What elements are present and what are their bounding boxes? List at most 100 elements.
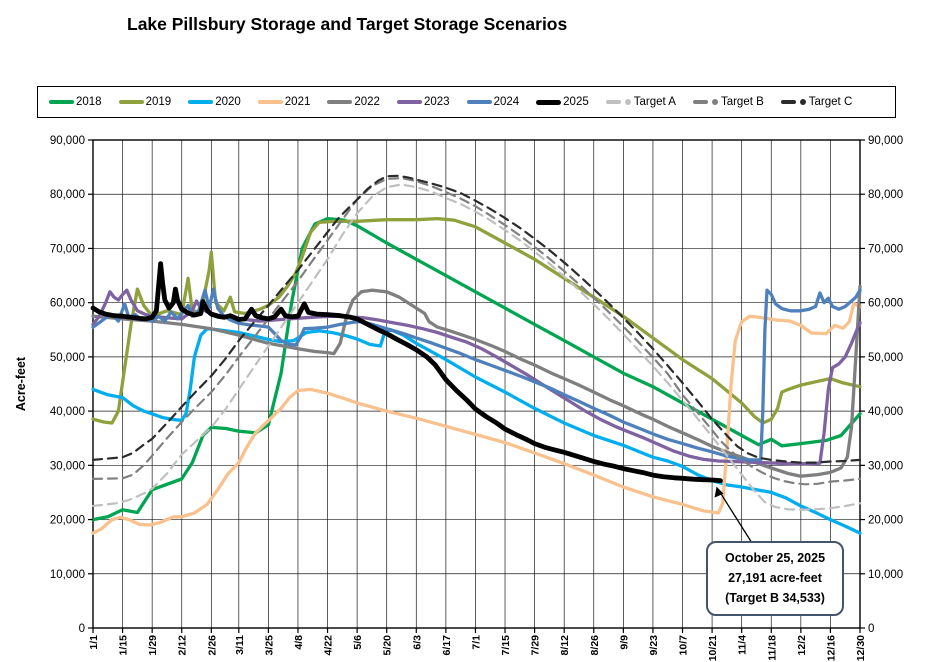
annotation-value: 27,191 acre-feet bbox=[728, 571, 822, 585]
legend-item-target-b: Target B bbox=[692, 96, 764, 108]
y-tick-label-right: 80,000 bbox=[868, 189, 903, 201]
x-tick-label: 10/21 bbox=[707, 635, 719, 661]
y-tick-label-left: 50,000 bbox=[50, 352, 85, 364]
legend-label: 2025 bbox=[563, 96, 589, 108]
x-tick-label: 7/1 bbox=[470, 635, 482, 650]
x-tick-label: 1/15 bbox=[118, 635, 130, 656]
legend-item-2022: 2022 bbox=[327, 96, 380, 108]
y-tick-label-right: 10,000 bbox=[868, 569, 903, 581]
y-tick-label-right: 60,000 bbox=[868, 298, 903, 310]
y-tick-label-right: 40,000 bbox=[868, 406, 903, 418]
annotation-target: (Target B 34,533) bbox=[725, 591, 825, 605]
y-tick-label-left: 70,000 bbox=[50, 243, 85, 255]
x-tick-label: 5/20 bbox=[382, 635, 394, 656]
legend-swatch-line bbox=[188, 100, 214, 104]
y-axis-title: Acre-feet bbox=[14, 356, 28, 411]
legend-item-2019: 2019 bbox=[118, 96, 172, 108]
legend-swatch-line bbox=[466, 100, 492, 104]
legend-item-target-c: Target C bbox=[780, 96, 852, 108]
x-tick-label: 12/2 bbox=[796, 635, 808, 656]
x-tick-label: 11/4 bbox=[737, 635, 749, 655]
y-tick-label-left: 80,000 bbox=[50, 189, 85, 201]
legend-label: 2020 bbox=[215, 96, 241, 108]
series-line-2022 bbox=[91, 284, 862, 478]
annotation-date: October 25, 2025 bbox=[724, 551, 826, 565]
x-tick-label: 12/16 bbox=[825, 635, 837, 661]
x-tick-label: 5/6 bbox=[352, 635, 364, 650]
legend-item-2020: 2020 bbox=[188, 96, 241, 108]
series-line-target-c bbox=[91, 174, 862, 464]
x-tick-label: 1/1 bbox=[88, 635, 100, 650]
legend-item-2018: 2018 bbox=[49, 96, 102, 108]
legend-swatch-line bbox=[257, 100, 283, 104]
x-tick-label: 4/22 bbox=[323, 635, 335, 656]
legend-label: 2022 bbox=[354, 96, 380, 108]
annotation-callout: October 25, 2025 27,191 acre-feet (Targe… bbox=[706, 541, 844, 616]
legend: 2018 2019 2020 2021 2022 2023 2024 2025 Target A… bbox=[37, 86, 896, 118]
x-tick-label: 9/9 bbox=[618, 635, 630, 650]
series-line-target-b bbox=[91, 176, 862, 486]
x-tick-label: 2/12 bbox=[177, 635, 189, 656]
legend-item-target-a: Target A bbox=[605, 96, 676, 108]
y-tick-label-left: 90,000 bbox=[50, 135, 85, 147]
series-line-target-a bbox=[91, 183, 862, 511]
x-tick-label: 8/12 bbox=[559, 635, 571, 656]
y-tick-label-right: 30,000 bbox=[868, 460, 903, 472]
x-tick-label: 11/18 bbox=[766, 635, 778, 661]
legend-swatch-dot bbox=[624, 99, 631, 105]
y-tick-label-left: 40,000 bbox=[50, 406, 85, 418]
legend-swatch-line bbox=[49, 100, 74, 104]
legend-label: 2018 bbox=[76, 96, 102, 108]
legend-swatch-line bbox=[396, 100, 422, 104]
legend-item-2023: 2023 bbox=[396, 96, 450, 108]
x-tick-label: 6/17 bbox=[441, 635, 453, 656]
x-tick-label: 4/8 bbox=[293, 635, 305, 650]
x-tick-label: 6/3 bbox=[411, 635, 423, 650]
x-tick-label: 8/26 bbox=[589, 635, 601, 656]
x-tick-label: 10/7 bbox=[678, 635, 690, 656]
series-line-2018 bbox=[91, 216, 862, 522]
annotation-arrow bbox=[718, 491, 753, 544]
legend-swatch-dash bbox=[780, 100, 796, 104]
legend-swatch-dot bbox=[711, 99, 718, 105]
legend-swatch-line bbox=[536, 99, 562, 105]
legend-item-2025: 2025 bbox=[536, 96, 589, 108]
legend-swatch-dash bbox=[605, 100, 621, 104]
x-tick-label: 7/29 bbox=[530, 635, 542, 656]
legend-swatch-dash bbox=[692, 100, 708, 104]
x-tick-label: 3/11 bbox=[234, 635, 246, 655]
annotation-arrowhead bbox=[714, 486, 724, 498]
x-tick-label: 12/30 bbox=[855, 635, 867, 661]
y-tick-label-left: 20,000 bbox=[50, 515, 85, 527]
legend-item-2024: 2024 bbox=[466, 96, 520, 108]
chart-title: Lake Pillsbury Storage and Target Storag… bbox=[127, 14, 568, 34]
y-tick-label-right: 70,000 bbox=[868, 243, 903, 255]
y-tick-label-right: 0 bbox=[868, 623, 874, 635]
y-tick-label-right: 20,000 bbox=[868, 515, 903, 527]
series-line-2025 bbox=[90, 261, 723, 483]
plot-border bbox=[92, 139, 861, 629]
legend-swatch-line bbox=[327, 100, 353, 104]
y-tick-label-right: 50,000 bbox=[868, 352, 903, 364]
y-tick-label-left: 30,000 bbox=[50, 460, 85, 472]
y-tick-label-left: 60,000 bbox=[50, 298, 85, 310]
legend-label: 2019 bbox=[145, 96, 172, 108]
legend-swatch-dot bbox=[799, 99, 806, 105]
legend-item-2021: 2021 bbox=[257, 96, 311, 108]
legend-label: Target A bbox=[633, 96, 676, 108]
legend-label: 2023 bbox=[423, 96, 450, 108]
series-line-2024 bbox=[91, 287, 862, 462]
x-tick-label: 2/26 bbox=[206, 635, 218, 656]
series-line-2021 bbox=[91, 302, 862, 535]
legend-label: 2021 bbox=[284, 96, 311, 108]
x-tick-label: 9/23 bbox=[648, 635, 660, 656]
y-tick-label-left: 0 bbox=[79, 623, 85, 635]
legend-label: Target B bbox=[720, 96, 764, 108]
x-tick-label: 7/15 bbox=[500, 635, 512, 656]
legend-label: 2024 bbox=[493, 96, 520, 108]
x-tick-label: 3/25 bbox=[263, 635, 275, 656]
y-tick-label-right: 90,000 bbox=[868, 135, 903, 147]
x-tick-label: 1/29 bbox=[147, 635, 159, 656]
